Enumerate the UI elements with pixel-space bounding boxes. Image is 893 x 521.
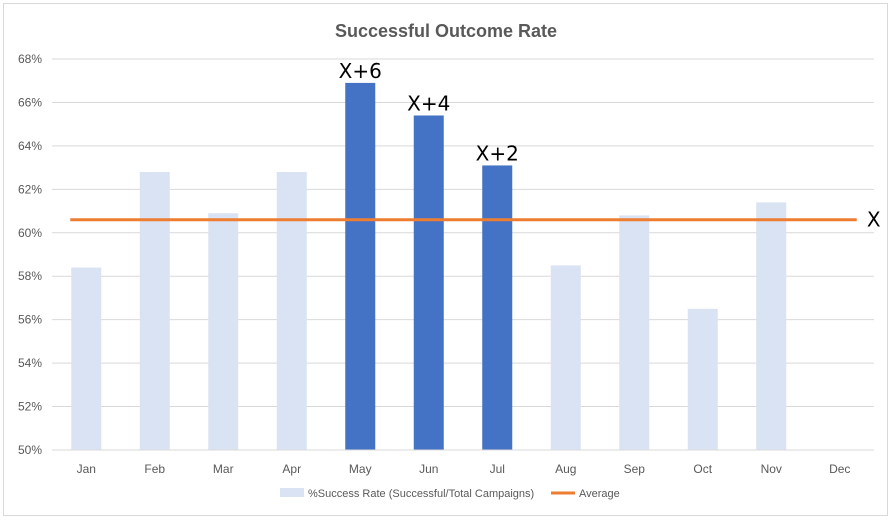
bar-jun <box>413 115 444 450</box>
x-tick-label: Oct <box>693 462 712 476</box>
bar-sep <box>619 215 650 450</box>
x-tick-label: Mar <box>213 462 234 476</box>
bars <box>71 82 787 451</box>
chart-title: Successful Outcome Rate <box>335 21 557 41</box>
bar-jan <box>71 267 102 450</box>
legend-line-label: Average <box>579 488 620 500</box>
y-tick-label: 58% <box>18 269 42 283</box>
gridlines <box>52 58 874 408</box>
x-tick-label: May <box>349 462 372 476</box>
x-tick-label: Feb <box>144 462 165 476</box>
bar-feb <box>139 171 170 450</box>
y-axis-ticks: 50% 52% 54% 56% 58% 60% 62% 64% 66% 68% <box>18 52 42 457</box>
bar-oct <box>687 308 718 450</box>
annotation-label: X+6 <box>339 59 382 83</box>
annotation-label: X+4 <box>407 91 450 115</box>
y-tick-label: 54% <box>18 356 42 370</box>
annotation-label: X <box>867 208 881 232</box>
x-tick-label: Nov <box>761 462 782 476</box>
bar-apr <box>276 171 307 450</box>
y-tick-label: 52% <box>18 400 42 414</box>
x-tick-label: Aug <box>555 462 576 476</box>
y-tick-label: 68% <box>18 52 42 66</box>
legend: %Success Rate (Successful/Total Campaign… <box>280 488 620 500</box>
x-tick-label: Dec <box>829 462 850 476</box>
chart-svg: Successful Outcome Rate 50% 52% 54% 56% 58% 6… <box>18 21 881 500</box>
annotation-label: X+2 <box>476 141 519 165</box>
y-tick-label: 50% <box>18 443 42 457</box>
bar-aug <box>550 265 581 450</box>
y-tick-label: 64% <box>18 139 42 153</box>
bar-mar <box>208 213 239 450</box>
x-tick-label: Jun <box>419 462 438 476</box>
bar-jul <box>482 165 513 450</box>
x-axis-ticks: Jan Feb Mar Apr May Jun Jul Aug Sep Oct Nov Dec <box>77 462 851 476</box>
bar-nov <box>756 202 787 450</box>
y-tick-label: 66% <box>18 95 42 109</box>
x-tick-label: Sep <box>624 462 646 476</box>
chart-frame: Successful Outcome Rate 50% 52% 54% 56% 58% 6… <box>3 3 888 516</box>
y-tick-label: 56% <box>18 313 42 327</box>
annotations: X+6 X+4 X+2 X <box>339 59 881 232</box>
bar-may <box>345 82 376 451</box>
x-tick-label: Jan <box>77 462 96 476</box>
x-tick-label: Jul <box>490 462 505 476</box>
legend-bar-swatch <box>280 488 304 497</box>
y-tick-label: 62% <box>18 182 42 196</box>
legend-bar-label: %Success Rate (Successful/Total Campaign… <box>308 488 534 500</box>
y-tick-label: 60% <box>18 226 42 240</box>
x-tick-label: Apr <box>282 462 301 476</box>
